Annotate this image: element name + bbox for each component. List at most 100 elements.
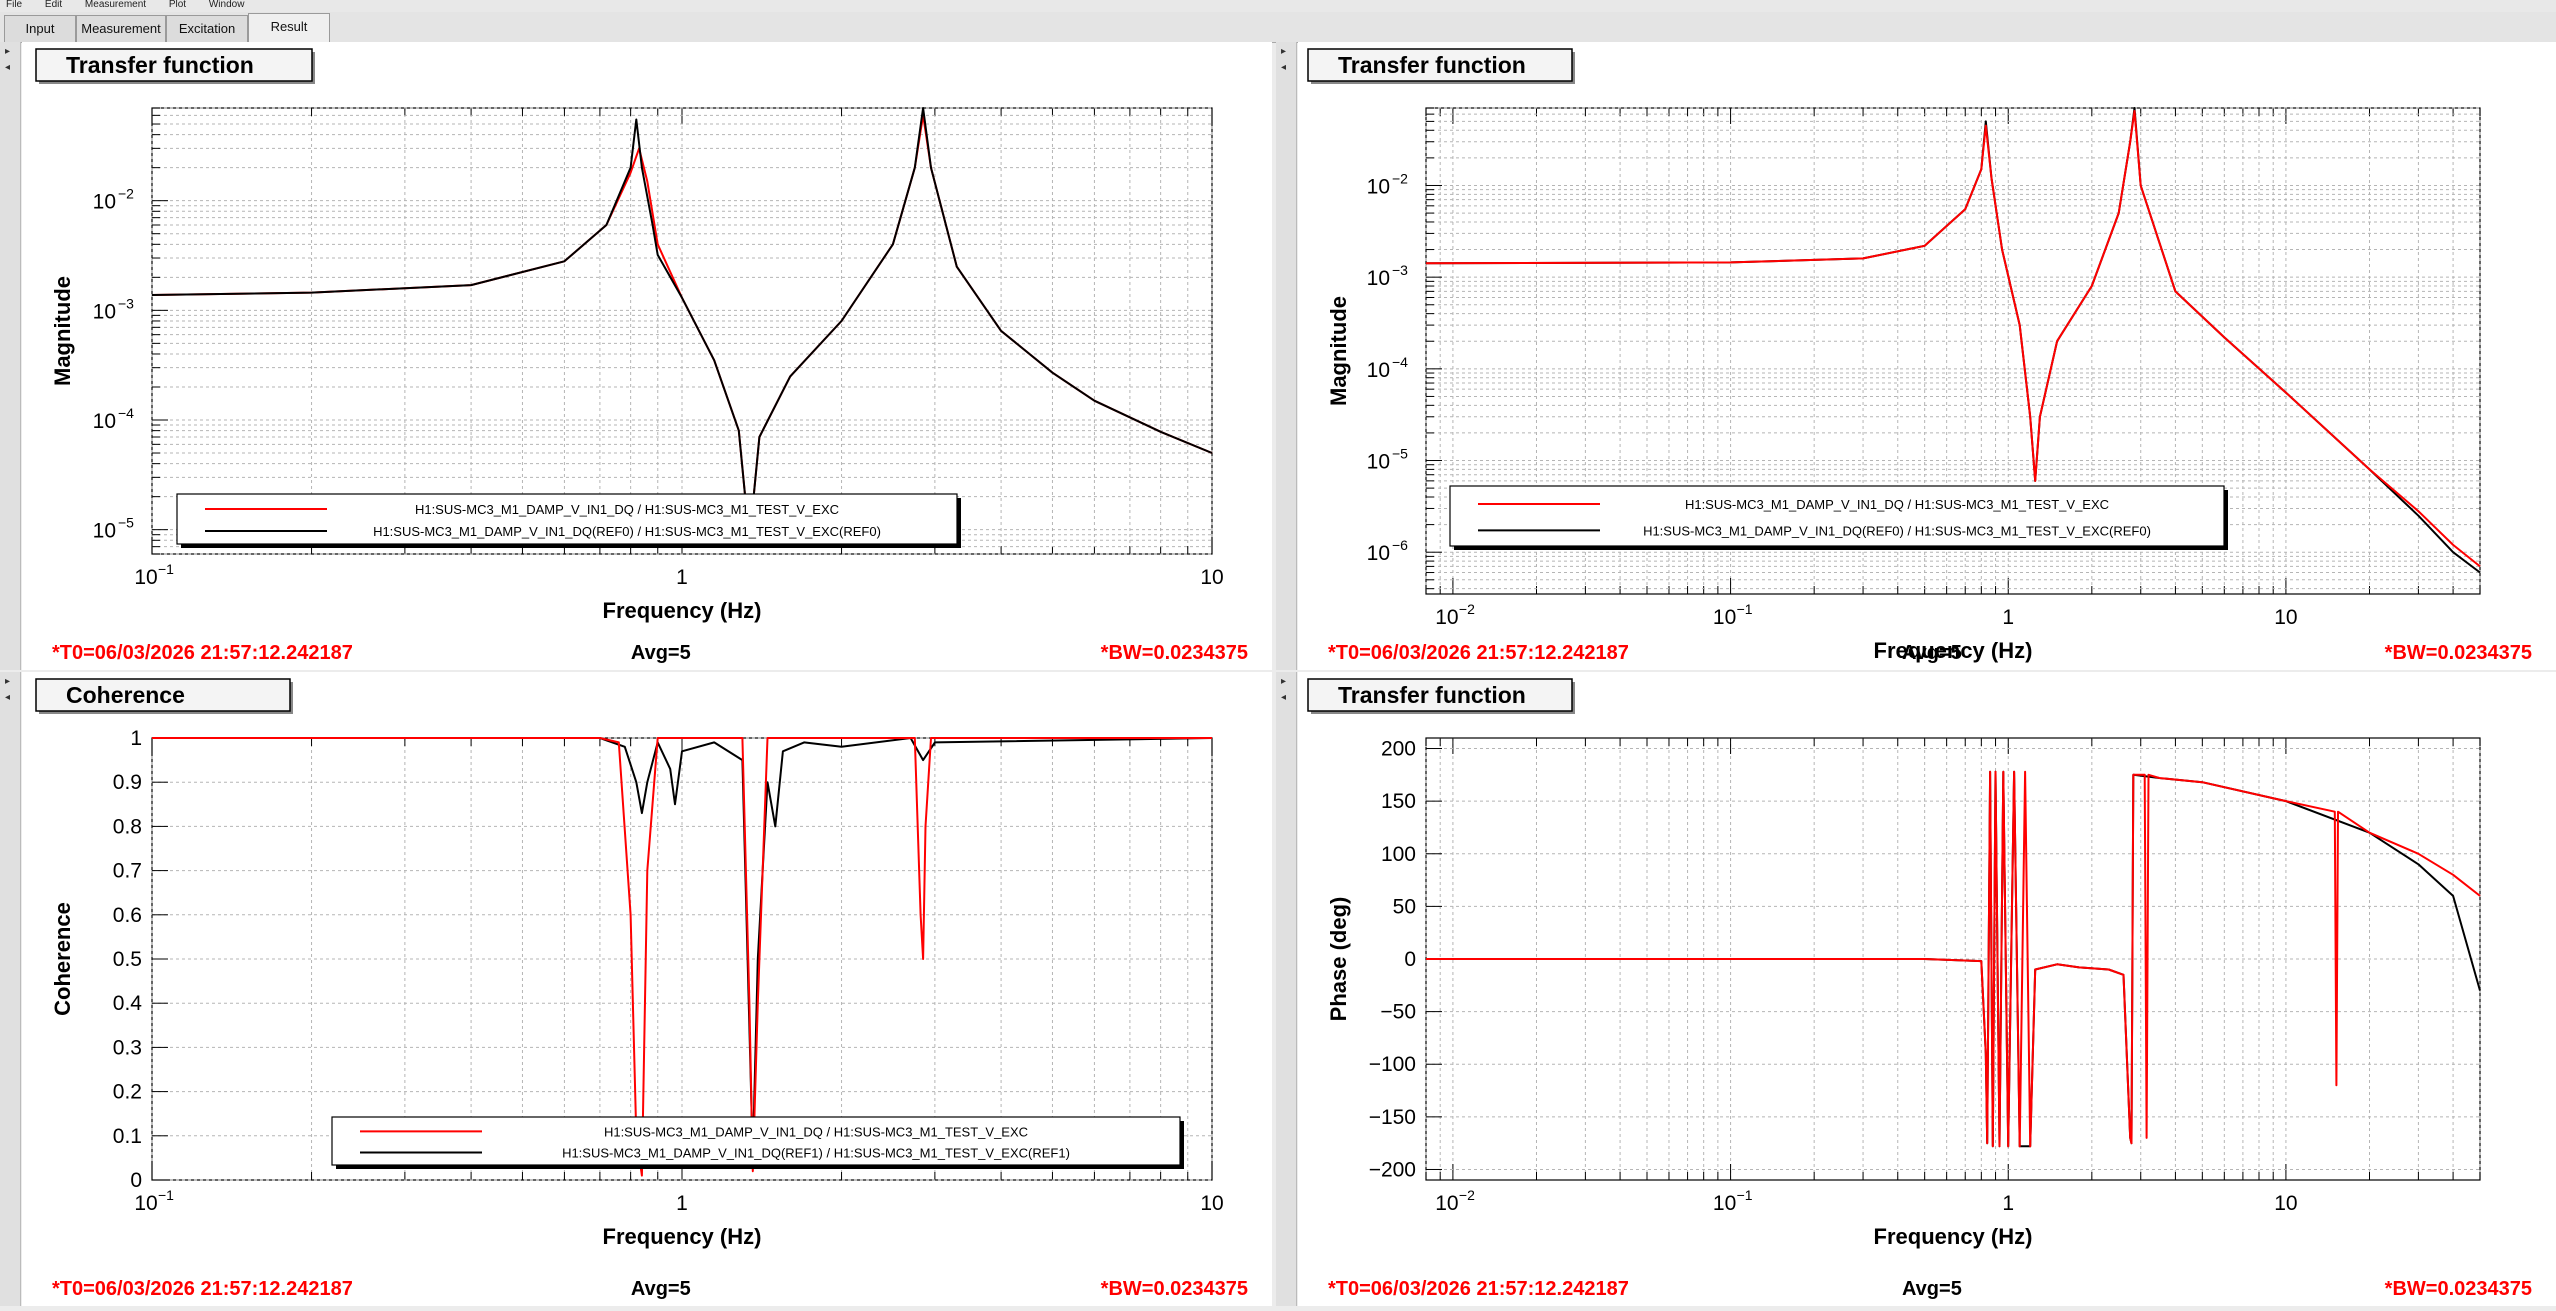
- x-tick-label-exponent: −1: [158, 1187, 174, 1203]
- x-tick-label: 10: [2274, 1192, 2297, 1215]
- x-tick-label-base: 1: [676, 1192, 688, 1215]
- arrow-left-icon[interactable]: ◂: [1281, 692, 1287, 703]
- y-tick-label-base: 10: [1367, 267, 1390, 290]
- y-tick-label-base: 0.1: [113, 1125, 142, 1148]
- legend-box: [1449, 485, 2225, 547]
- title-box: [1307, 48, 1573, 82]
- legend: H1:SUS-MC3_M1_DAMP_V_IN1_DQ / H1:SUS-MC3…: [331, 1116, 1184, 1169]
- y-tick-label-base: 10: [1367, 175, 1390, 198]
- legend-entry: H1:SUS-MC3_M1_DAMP_V_IN1_DQ / H1:SUS-MC3…: [415, 502, 839, 517]
- title-box: [35, 48, 313, 82]
- title-box: [35, 678, 291, 712]
- tab-result[interactable]: Result: [248, 13, 330, 43]
- y-tick-label-base: 0: [1404, 948, 1416, 971]
- panel-footer: *T0=06/03/2026 21:57:12.242187 Avg=5 *BW=0…: [52, 642, 1248, 664]
- y-tick-label: −100: [1369, 1053, 1416, 1076]
- y-tick-label-exponent: −2: [118, 186, 134, 202]
- arrow-right-icon[interactable]: ▸: [5, 676, 11, 687]
- x-tick-label: 10 −2: [1435, 601, 1475, 629]
- y-tick-label: 10 −5: [93, 515, 135, 543]
- x-tick-label: 10: [1200, 566, 1223, 589]
- x-tick-label: 1: [676, 1192, 688, 1215]
- pad-arrow-column: ▸ ◂: [0, 42, 21, 670]
- panel-title: Coherence: [35, 678, 293, 714]
- y-tick-label-base: −50: [1380, 1001, 1416, 1024]
- x-tick-label: 1: [676, 566, 688, 589]
- y-tick-label: 0.2: [113, 1081, 142, 1104]
- y-tick-label-exponent: −3: [118, 295, 134, 311]
- x-axis-label: Frequency (Hz): [1874, 1224, 2033, 1249]
- y-tick-label: 10 −5: [1367, 446, 1409, 474]
- y-tick-label: 10 −2: [93, 186, 135, 214]
- legend-entry: H1:SUS-MC3_M1_DAMP_V_IN1_DQ(REF0) / H1:S…: [1643, 523, 2151, 538]
- y-tick-label: −200: [1369, 1158, 1416, 1181]
- tab-bar: Input Measurement Excitation Result: [0, 12, 2556, 43]
- y-tick-label-base: 0: [130, 1169, 142, 1192]
- footer-bw: *BW=0.0234375: [1101, 1278, 1248, 1300]
- menu-measurement[interactable]: Measurement: [84, 0, 147, 10]
- panel-footer: *T0=06/03/2026 21:57:12.242187 Avg=5 *BW=0…: [52, 1278, 1248, 1300]
- y-tick-label-base: 10: [93, 191, 116, 214]
- y-tick-label-base: 1: [130, 727, 142, 750]
- y-tick-label-exponent: −4: [1392, 354, 1408, 370]
- arrow-left-icon[interactable]: ◂: [5, 62, 11, 73]
- y-tick-label: 0.6: [113, 904, 142, 927]
- tab-measurement[interactable]: Measurement: [76, 15, 166, 42]
- pad-arrow-column: ▸ ◂: [0, 672, 21, 1306]
- arrow-left-icon[interactable]: ◂: [5, 692, 11, 703]
- x-tick-label-exponent: −2: [1459, 601, 1475, 617]
- x-tick-label: 10 −1: [134, 561, 174, 589]
- x-axis-label: Frequency (Hz): [603, 598, 762, 623]
- y-tick-label-base: 0.6: [113, 904, 142, 927]
- panel-title-text: Transfer function: [1338, 682, 1526, 708]
- y-tick-label-base: 10: [93, 300, 116, 323]
- arrow-left-icon[interactable]: ◂: [1281, 62, 1287, 73]
- panel-footer: *T0=06/03/2026 21:57:12.242187 Avg=5 *BW=0…: [1328, 1278, 2532, 1300]
- x-tick-label-base: 10: [1200, 1192, 1223, 1215]
- y-tick-label-exponent: −3: [1392, 262, 1408, 278]
- plot-pad-top-left: Transfer function 10 −1 1 10 10 −5 10 −4 10 −3 10 −2…: [22, 42, 1272, 670]
- y-tick-label: 10 −3: [1367, 262, 1409, 290]
- menu-edit[interactable]: Edit: [44, 0, 63, 10]
- arrow-right-icon[interactable]: ▸: [1281, 46, 1287, 57]
- y-tick-label: 0.1: [113, 1125, 142, 1148]
- legend-box: [331, 1116, 1181, 1166]
- y-tick-label: 0.3: [113, 1036, 142, 1059]
- x-tick-label-base: 10: [1713, 606, 1736, 629]
- y-tick-label: 10 −3: [93, 295, 135, 323]
- menu-window[interactable]: Window: [208, 0, 245, 10]
- arrow-right-icon[interactable]: ▸: [1281, 676, 1287, 687]
- x-tick-label: 10 −1: [1713, 1187, 1753, 1215]
- y-tick-label: 10 −6: [1367, 537, 1409, 565]
- legend: H1:SUS-MC3_M1_DAMP_V_IN1_DQ / H1:SUS-MC3…: [1449, 485, 2228, 550]
- x-tick-label: 1: [2002, 1192, 2014, 1215]
- x-tick-label: 1: [2002, 606, 2014, 629]
- y-tick-label-base: 150: [1381, 790, 1416, 813]
- panel-title: Transfer function: [1307, 678, 1575, 714]
- menu-plot[interactable]: Plot: [168, 0, 187, 10]
- y-tick-label: 0: [130, 1169, 142, 1192]
- y-tick-label: 1: [130, 727, 142, 750]
- menu-file[interactable]: File: [6, 0, 23, 10]
- tab-input[interactable]: Input: [4, 15, 76, 42]
- footer-bw: *BW=0.0234375: [1101, 642, 1248, 664]
- y-tick-label: 10 −4: [1367, 354, 1409, 382]
- x-tick-label: 10 −1: [1713, 601, 1753, 629]
- y-tick-label-base: 0.2: [113, 1081, 142, 1104]
- x-tick-label: 10: [2274, 606, 2297, 629]
- series-line-red: [1425, 110, 2481, 568]
- arrow-right-icon[interactable]: ▸: [5, 46, 11, 57]
- plot-pad-bottom-left: Coherence 10 −1 1 10 0 0.1 0.2 0.3 0.4 0.5 0.6 0.7 0.…: [22, 672, 1272, 1306]
- x-axis-label: Frequency (Hz): [603, 1224, 762, 1249]
- panel-title: Transfer function: [1307, 48, 1575, 84]
- footer-avg: Avg=5: [1902, 1278, 1962, 1300]
- x-tick-label-exponent: −1: [158, 561, 174, 577]
- footer-avg: Avg=5: [1902, 642, 1962, 664]
- y-tick-label-base: 0.3: [113, 1036, 142, 1059]
- tab-excitation[interactable]: Excitation: [166, 15, 248, 42]
- y-tick-label-exponent: −5: [118, 515, 134, 531]
- y-tick-label: 0.5: [113, 948, 142, 971]
- footer-bw: *BW=0.0234375: [2385, 1278, 2532, 1300]
